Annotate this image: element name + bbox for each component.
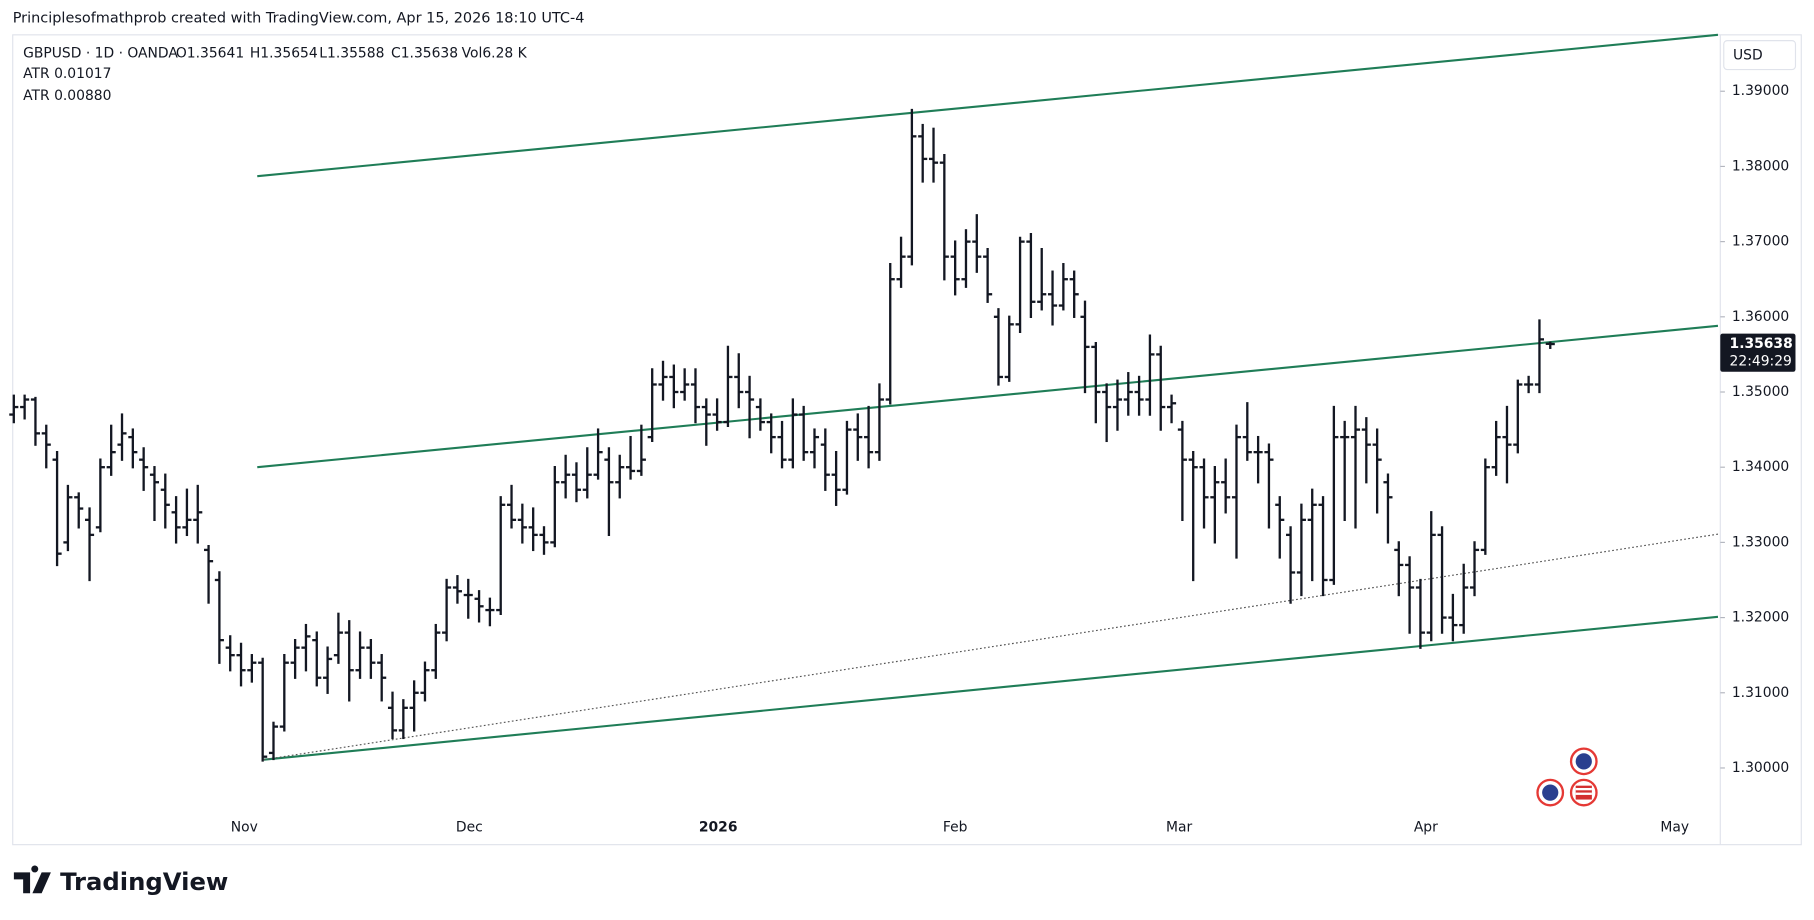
price-tag-countdown: 22:49:29 [1730, 353, 1792, 369]
us-flag-stripe [1575, 787, 1592, 791]
x-tick-label: Apr [1414, 819, 1438, 835]
x-tick-label: Nov [231, 819, 258, 835]
trendlines [257, 33, 1719, 761]
price-tag-value: 1.35638 [1730, 336, 1793, 352]
y-tick-label: 1.38000 [1732, 158, 1789, 174]
trendline [263, 615, 1719, 761]
ohlc-legend-value: L1.35588 [319, 45, 384, 61]
ohlc-legend-value: C1.35638 [391, 45, 458, 61]
ohlc-legend-value: H1.35654 [250, 45, 318, 61]
brand-mark [13, 865, 51, 894]
chart-frame [12, 34, 1802, 846]
price-tag [1720, 333, 1796, 372]
uk-flag [1575, 753, 1592, 770]
x-tick-label: Dec [456, 819, 483, 835]
x-tick-label: Feb [943, 819, 968, 835]
x-tick-label: Mar [1166, 819, 1192, 835]
y-tick-label: 1.37000 [1732, 234, 1789, 250]
indicator: ATR 0.01017 [23, 66, 111, 82]
trendline [257, 324, 1719, 469]
x-tick-label: 2026 [699, 819, 738, 835]
currency-button[interactable] [1723, 40, 1797, 71]
y-tick-label: 1.30000 [1732, 760, 1789, 776]
ohlc-legend-value: Vol6.28 K [462, 45, 528, 61]
event-icons [1536, 747, 1598, 807]
y-tick-label: 1.31000 [1732, 685, 1789, 701]
y-tick-label: 1.34000 [1732, 459, 1789, 475]
indicator: ATR 0.00880 [23, 88, 111, 104]
us-flag-stripe [1575, 792, 1592, 795]
symbol: GBPUSD · 1D · OANDA [23, 45, 178, 61]
brand-logo: TradingView [13, 865, 228, 896]
y-tick-label: 1.36000 [1732, 309, 1789, 325]
y-tick-label: 1.35000 [1732, 384, 1789, 400]
y-tick-label: 1.39000 [1732, 83, 1789, 99]
ohlc-legend-value: O1.35641 [176, 45, 244, 61]
price-bars [9, 108, 1555, 762]
currency[interactable]: USD [1733, 48, 1763, 64]
y-tick-label: 1.33000 [1732, 534, 1789, 550]
trendline [257, 33, 1719, 178]
attribution: Principlesofmathprob created with Tradin… [13, 11, 585, 27]
y-tick-label: 1.32000 [1732, 610, 1789, 626]
uk-flag [1542, 784, 1559, 801]
x-tick-label: May [1660, 819, 1689, 835]
brand: TradingView [60, 867, 228, 896]
